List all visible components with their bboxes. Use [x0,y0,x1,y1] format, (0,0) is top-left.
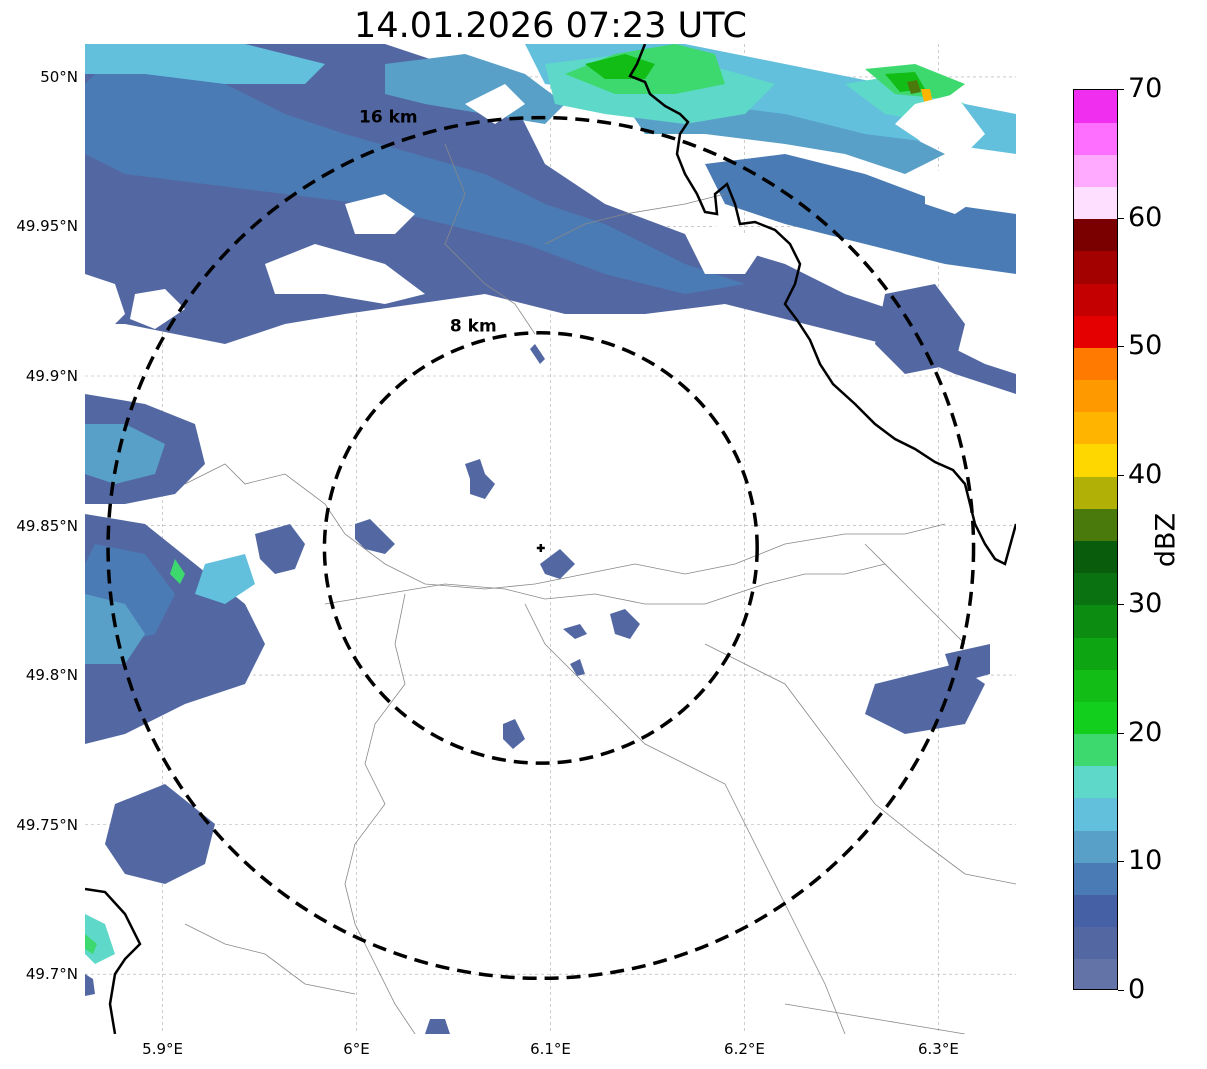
colorbar-segment [1074,669,1117,702]
colorbar-segment [1074,218,1117,252]
border-line-southwest [85,887,142,1034]
colorbar-segment [1074,508,1117,541]
colorbar-segment [1074,411,1117,445]
range-ring-label: 8 km [450,316,497,336]
colorbar-segment [1074,572,1117,606]
colorbar-segment [1074,958,1117,989]
colorbar-segment [1074,122,1117,155]
colorbar-segment [1074,90,1117,123]
colorbar-segment [1074,637,1117,670]
range-ring-label: 16 km [359,108,418,128]
map-title: 14.01.2026 07:23 UTC [354,6,747,46]
lon-tick-label: 5.9°E [142,1040,183,1058]
colorbar-tick-mark [1118,475,1124,477]
colorbar-tick-label: 10 [1128,845,1163,877]
lon-tick-label: 6.2°E [724,1040,765,1058]
colorbar-tick-label: 70 [1128,73,1163,104]
lat-tick-label: 49.8°N [25,666,78,685]
lat-tick-label: 49.75°N [16,815,78,834]
colorbar-tick-mark [1118,217,1124,219]
colorbar-segment [1074,862,1117,895]
colorbar-segment [1074,443,1117,477]
reflectivity-colorbar [1073,89,1118,990]
colorbar-segment [1074,315,1117,348]
lat-tick-label: 49.7°N [25,965,78,984]
colorbar-segment [1074,186,1117,220]
lon-tick-label: 6.1°E [530,1040,571,1058]
lat-tick-label: 50°N [40,67,78,86]
colorbar-segment [1074,379,1117,413]
range-rings: 8 km 16 km [106,108,976,981]
colorbar-segment [1074,701,1117,735]
colorbar-tick-label: 0 [1128,974,1146,1005]
colorbar-tick-label: 60 [1128,201,1163,233]
colorbar-segment [1074,604,1117,638]
colorbar-unit-label: dBZ [1150,512,1182,568]
colorbar-segment [1074,250,1117,284]
colorbar-tick-label: 30 [1128,587,1163,619]
colorbar-tick-mark [1118,861,1124,863]
colorbar-tick-mark [1118,346,1124,348]
colorbar-tick-label: 20 [1128,716,1163,748]
radar-map[interactable]: 8 km 16 km [85,44,1016,1034]
colorbar-tick-mark [1118,603,1124,605]
river-line [628,44,1016,566]
colorbar-tick-mark [1118,732,1124,734]
lon-tick-label: 6.3°E [917,1040,959,1058]
lat-tick-label: 49.85°N [16,516,78,535]
colorbar-tick-mark [1118,89,1124,90]
borders-layer [184,143,1016,1034]
radar-site-marker [536,543,545,552]
colorbar-segment [1074,830,1117,863]
colorbar-segment [1074,894,1117,928]
colorbar-segment [1074,540,1117,574]
range-ring [106,115,976,981]
colorbar-segment [1074,733,1117,767]
colorbar-tick-label: 50 [1128,330,1163,362]
colorbar-tick-mark [1118,990,1124,991]
colorbar-segment [1074,765,1117,799]
colorbar-segment [1074,347,1117,381]
range-ring [322,331,759,765]
colorbar-tick-label: 40 [1128,459,1163,491]
colorbar-segment [1074,476,1117,509]
colorbar-segment [1074,154,1117,188]
colorbar-segment [1074,283,1117,316]
lon-tick-label: 6°E [343,1040,370,1058]
lat-tick-label: 49.9°N [25,366,78,385]
colorbar-segment [1074,926,1117,960]
radar-map-canvas: 8 km 16 km [85,44,1016,1034]
lat-tick-label: 49.95°N [16,217,78,236]
colorbar-segment [1074,797,1117,831]
